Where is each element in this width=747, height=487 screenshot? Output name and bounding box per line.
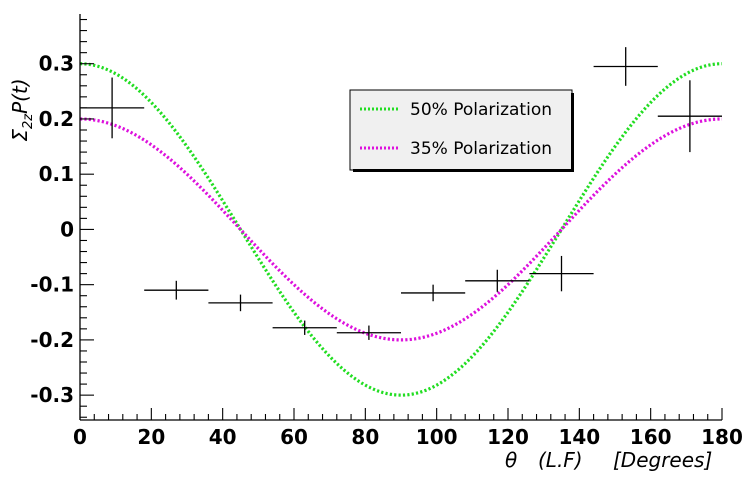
x-tick-label: 180 xyxy=(701,425,743,449)
data-point xyxy=(144,280,209,300)
y-tick-label: 0 xyxy=(60,217,74,241)
data-points-layer xyxy=(80,47,722,340)
x-axis-title-theta: θ xyxy=(505,448,517,472)
legend: 50% Polarization 35% Polarization xyxy=(349,89,574,172)
y-axis-symbol: Σ xyxy=(8,129,32,142)
legend-shadow-bottom xyxy=(353,169,573,172)
y-axis-subscript: 2z xyxy=(21,113,36,129)
x-tick-label: 140 xyxy=(558,425,600,449)
curves-layer xyxy=(79,62,723,397)
legend-box xyxy=(349,89,573,171)
axes-layer xyxy=(79,14,723,421)
x-tick-label: 20 xyxy=(137,425,165,449)
data-point xyxy=(465,269,530,292)
x-tick-label: 60 xyxy=(280,425,308,449)
data-point xyxy=(80,77,145,139)
x-tick-label: 100 xyxy=(416,425,458,449)
tick-labels-layer: 0 20 40 60 80 100 120 140 160 180 -0.3 -0.2 -0.1 0 0.1… xyxy=(30,52,743,449)
legend-label-50: 50% Polarization xyxy=(410,100,552,120)
x-axis-title-unit: [Degrees] xyxy=(613,448,712,472)
y-tick-label: -0.3 xyxy=(30,383,74,407)
data-point xyxy=(272,320,337,335)
x-tick-label: 160 xyxy=(630,425,672,449)
curve-1 xyxy=(79,117,723,342)
y-tick-label: 0.2 xyxy=(39,107,74,131)
y-axis-title: Σ2zP(t) xyxy=(8,78,36,141)
legend-shadow-right xyxy=(571,93,574,172)
data-point xyxy=(208,294,273,312)
x-tick-label: 0 xyxy=(73,425,87,449)
y-tick-label: -0.2 xyxy=(30,328,74,352)
legend-label-35: 35% Polarization xyxy=(410,139,552,159)
x-tick-label: 40 xyxy=(209,425,237,449)
curve-0 xyxy=(79,62,723,397)
x-axis-title-frame: (L.F) xyxy=(538,448,583,472)
x-tick-label: 80 xyxy=(351,425,379,449)
y-tick-label: 0.1 xyxy=(39,162,74,186)
y-axis-rest: P(t) xyxy=(8,78,32,114)
data-point xyxy=(401,284,466,302)
data-point xyxy=(593,47,658,86)
x-tick-label: 120 xyxy=(487,425,529,449)
y-tick-label: -0.1 xyxy=(30,273,74,297)
y-tick-label: 0.3 xyxy=(39,52,74,76)
data-point xyxy=(336,325,401,340)
data-point xyxy=(657,80,722,153)
data-point xyxy=(529,255,594,292)
